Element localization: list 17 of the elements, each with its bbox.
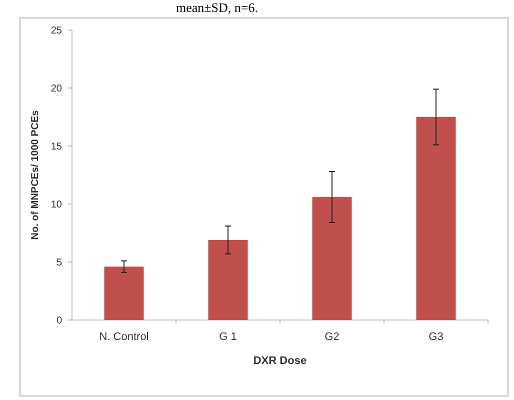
- x-axis-title: DXR Dose: [253, 355, 307, 367]
- y-tick-label: 10: [50, 200, 62, 210]
- y-tick-label: 20: [50, 84, 62, 94]
- x-tick-label: N. Control: [99, 331, 149, 343]
- x-tick-label: G2: [324, 331, 340, 343]
- y-tick-label: 0: [56, 316, 62, 326]
- y-tick-label: 15: [50, 142, 62, 152]
- y-axis-title: No. of MNPCEs/ 1000 PCEs: [30, 110, 41, 240]
- bar: [416, 117, 456, 320]
- bar: [312, 197, 352, 320]
- y-tick-label: 25: [50, 26, 62, 36]
- y-tick-label: 5: [56, 258, 62, 268]
- text: mean±SD, n=6.: [176, 0, 258, 15]
- bar: [208, 240, 248, 320]
- x-tick-label: G 1: [219, 331, 237, 343]
- x-tick-label: G3: [428, 331, 444, 343]
- bar: [104, 266, 144, 320]
